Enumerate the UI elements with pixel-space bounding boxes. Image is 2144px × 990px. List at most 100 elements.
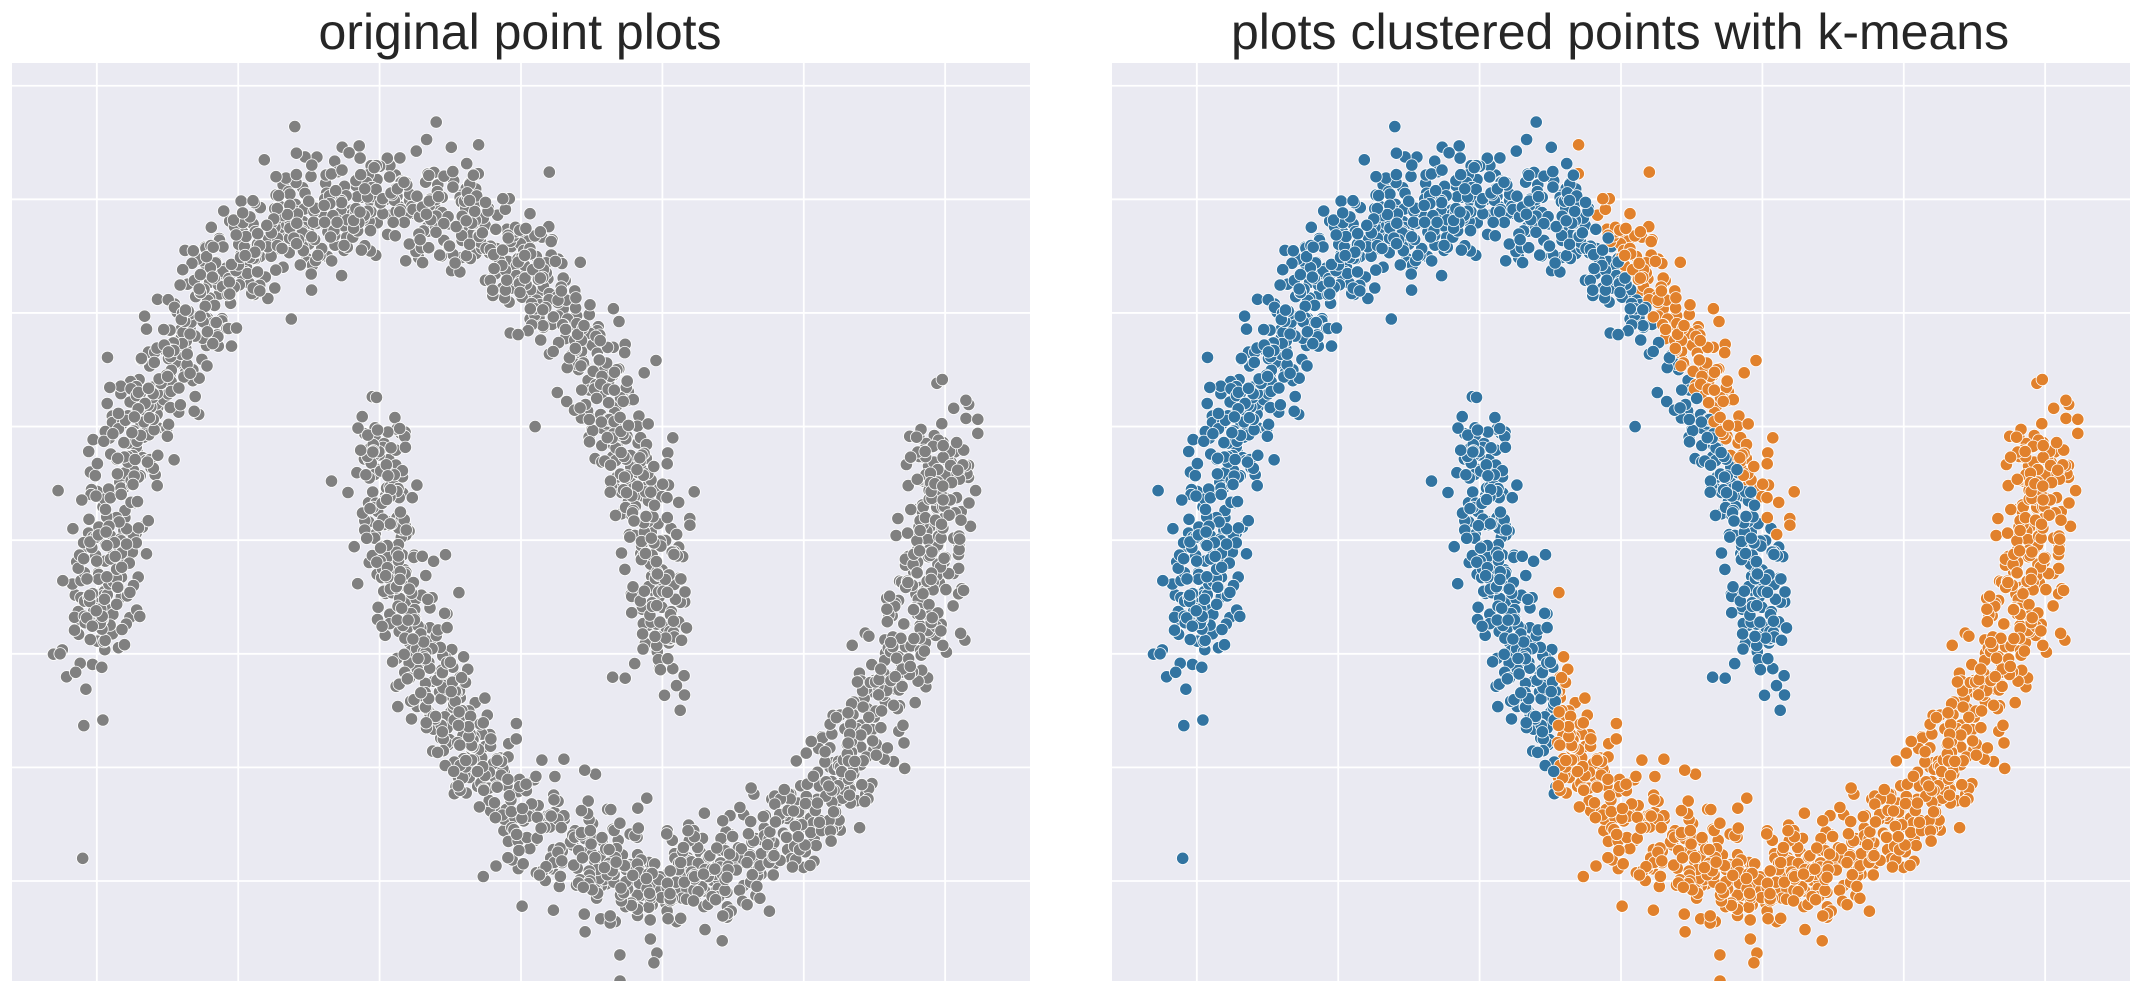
scatter-point-cluster-blue: [1773, 703, 1787, 717]
scatter-point: [616, 394, 630, 408]
scatter-point: [959, 393, 973, 407]
scatter-point: [558, 322, 573, 336]
scatter-point-cluster-blue: [1467, 161, 1481, 175]
scatter-point-cluster-blue: [1211, 580, 1225, 594]
scatter-point: [593, 333, 607, 348]
scatter-point: [963, 519, 978, 533]
chart-panel-original: original point plots: [12, 4, 1030, 981]
scatter-point: [642, 900, 656, 914]
scatter-point: [304, 169, 318, 184]
scatter-point-cluster-orange: [1667, 858, 1681, 872]
scatter-point-cluster-blue: [1434, 269, 1449, 283]
scatter-point: [716, 814, 730, 828]
scatter-point: [918, 444, 932, 459]
scatter-point: [415, 549, 429, 563]
scatter-point-cluster-blue: [1515, 549, 1529, 563]
scatter-point: [414, 686, 428, 700]
scatter-point: [677, 688, 692, 702]
scatter-point: [962, 496, 976, 510]
scatter-point: [393, 421, 407, 436]
scatter-point-cluster-blue: [1185, 619, 1199, 633]
scatter-point: [238, 248, 252, 263]
scatter-point: [562, 351, 577, 365]
scatter-point: [791, 830, 805, 844]
scatter-point-cluster-blue: [1200, 350, 1215, 364]
scatter-point: [224, 339, 239, 353]
scatter-point: [204, 220, 218, 234]
scatter-point-cluster-blue: [1231, 521, 1246, 535]
scatter-point: [588, 850, 602, 865]
scatter-point-cluster-blue: [1559, 214, 1573, 228]
scatter-point: [852, 821, 867, 835]
scatter-point-cluster-blue: [1360, 218, 1374, 232]
scatter-point: [613, 410, 627, 424]
scatter-point-cluster-blue: [1350, 265, 1365, 279]
scatter-point-cluster-orange: [2059, 393, 2073, 407]
scatter-point: [133, 609, 147, 624]
scatter-point: [354, 243, 368, 257]
scatter-point: [139, 547, 154, 561]
scatter-point-cluster-blue: [1380, 207, 1394, 222]
scatter-point-cluster-blue: [1491, 549, 1505, 563]
scatter-point: [866, 734, 880, 748]
scatter-point: [443, 655, 457, 669]
scatter-point-cluster-blue: [1280, 347, 1294, 361]
scatter-point-cluster-blue: [1299, 250, 1314, 264]
scatter-point-cluster-blue: [1778, 585, 1792, 599]
scatter-point-cluster-blue: [1566, 168, 1580, 182]
scatter-point: [222, 275, 236, 289]
scatter-point: [110, 597, 124, 611]
scatter-point: [140, 455, 155, 469]
scatter-point-cluster-blue: [1549, 220, 1563, 234]
scatter-point: [546, 310, 560, 324]
scatter-point: [353, 205, 367, 219]
scatter-point-cluster-blue: [1453, 205, 1467, 219]
scatter-point-cluster-orange: [2004, 502, 2018, 517]
scatter-point: [471, 138, 486, 152]
scatter-point: [69, 665, 83, 679]
scatter-point-cluster-orange: [1633, 271, 1647, 285]
scatter-point: [644, 485, 658, 499]
scatter-point: [917, 644, 932, 658]
scatter-point: [111, 580, 125, 594]
scatter-point: [373, 541, 388, 555]
scatter-point: [110, 467, 125, 481]
scatter-point-cluster-blue: [1521, 592, 1535, 607]
scatter-point-cluster-blue: [1389, 168, 1403, 182]
scatter-point: [733, 800, 747, 815]
scatter-point-cluster-blue: [1285, 256, 1299, 270]
scatter-point-cluster-blue: [1242, 411, 1256, 425]
scatter-point: [334, 269, 349, 283]
scatter-point: [183, 366, 197, 380]
scatter-point: [186, 244, 200, 258]
scatter-point: [446, 165, 460, 179]
scatter-point: [363, 501, 377, 516]
scatter-point: [454, 671, 469, 685]
scatter-point-cluster-blue: [1198, 633, 1212, 648]
scatter-point: [173, 398, 187, 412]
scatter-point: [401, 613, 415, 627]
scatter-point: [901, 575, 915, 590]
scatter-point-cluster-blue: [1646, 344, 1660, 359]
scatter-point-cluster-orange: [1615, 899, 1629, 913]
scatter-point: [513, 285, 527, 299]
scatter-point: [512, 843, 526, 858]
scatter-point-cluster-blue: [1200, 538, 1214, 553]
scatter-point: [98, 633, 112, 648]
scatter-point-cluster-orange: [1720, 374, 1734, 388]
scatter-point: [500, 273, 514, 287]
scatter-point: [635, 627, 650, 641]
scatter-point-cluster-orange: [1731, 801, 1745, 815]
scatter-point-cluster-blue: [1334, 194, 1348, 208]
scatter-point-cluster-blue: [1197, 434, 1211, 448]
scatter-point-cluster-orange: [1604, 805, 1618, 819]
scatter-point-cluster-blue: [1736, 642, 1750, 656]
scatter-point-cluster-blue: [1182, 512, 1196, 526]
scatter-point-cluster-orange: [1587, 796, 1602, 810]
scatter-point: [515, 899, 529, 913]
scatter-point: [77, 552, 91, 566]
scatter-point: [971, 412, 985, 426]
scatter-point: [906, 603, 921, 617]
scatter-point: [536, 319, 550, 333]
scatter-point-cluster-blue: [1324, 339, 1339, 353]
